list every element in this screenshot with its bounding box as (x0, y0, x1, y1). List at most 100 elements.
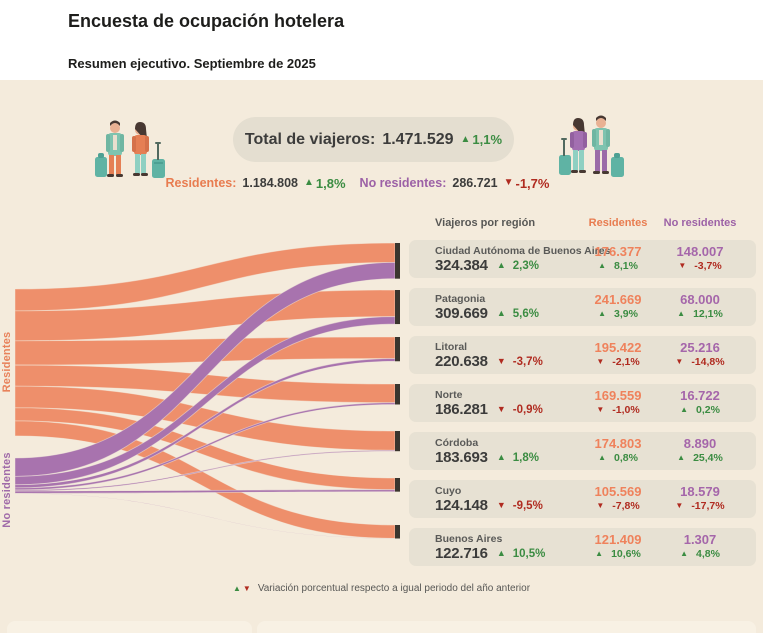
residentes-cell-value: 241.669 (594, 292, 642, 307)
residentes-cell-delta: ▲ 10,6% (595, 548, 641, 560)
residentes-cell-delta: ▼ -7,8% (596, 500, 640, 512)
no-residentes-cell: 8.890 ▲ 25,4% (650, 432, 750, 470)
trend-arrow-icon: ▼ (678, 261, 687, 270)
trend-arrow-icon: ▼ (496, 404, 506, 414)
table-header: Viajeros por región Residentes No reside… (409, 214, 756, 236)
trend-arrow-icon: ▲ (598, 261, 606, 270)
total-delta: ▲ 1,1% (460, 132, 503, 147)
region-name: Litoral (435, 341, 468, 353)
no-residentes-cell: 1.307 ▲ 4,8% (650, 528, 750, 566)
no-residentes-cell-value: 18.579 (680, 484, 720, 499)
column-header-no-residentes: No residentes (663, 217, 737, 229)
residentes-delta: ▲ 1,8% (304, 175, 346, 191)
no-residentes-cell-value: 148.007 (676, 244, 724, 259)
no-residentes-cell-delta: ▼ -17,7% (675, 500, 725, 512)
legend-arrows-icon: ▲ ▼ (232, 584, 251, 593)
trend-arrow-icon: ▼ (675, 357, 684, 366)
region-total: 186.281 (435, 401, 488, 418)
region-total: 122.716 (435, 545, 488, 562)
column-header-region: Viajeros por región (435, 217, 536, 229)
region-total: 309.669 (435, 305, 488, 322)
trend-arrow-icon: ▲ (304, 177, 314, 188)
residentes-cell-value: 105.569 (594, 484, 642, 499)
trend-arrow-icon: ▲ (496, 260, 506, 270)
region-total: 220.638 (435, 353, 488, 370)
trend-arrow-icon: ▼ (503, 177, 514, 188)
trend-arrow-icon: ▼ (496, 500, 506, 510)
region-total-delta: ▲ 5,6% (496, 307, 539, 320)
region-name: Patagonia (435, 293, 486, 305)
table-row: Córdoba 183.693 ▲ 1,8% 174.803 ▲ 0,8% 8.890 ▲ 25,… (409, 432, 756, 470)
region-name: Buenos Aires (435, 533, 503, 545)
no-residentes-cell-delta: ▼ -14,8% (675, 356, 725, 368)
trend-arrow-icon: ▲ (496, 452, 506, 462)
table-row: Cuyo 124.148 ▼ -9,5% 105.569 ▼ -7,8% 18.579 ▼ -17… (409, 480, 756, 518)
region-total: 324.384 (435, 257, 488, 274)
residentes-cell: 241.669 ▲ 3,9% (568, 288, 668, 326)
region-total-delta: ▼ -3,7% (496, 355, 543, 368)
trend-arrow-icon: ▼ (596, 357, 605, 366)
no-residentes-cell: 18.579 ▼ -17,7% (650, 480, 750, 518)
travelers-left-illustration (95, 120, 165, 178)
residentes-cell-delta: ▲ 0,8% (598, 452, 638, 464)
region-name: Córdoba (435, 437, 479, 449)
next-section-card-left (7, 621, 252, 633)
no-residentes-cell-value: 1.307 (683, 532, 717, 547)
residentes-cell-value: 176.377 (594, 244, 642, 259)
trend-arrow-icon: ▼ (675, 501, 684, 510)
trend-arrow-icon: ▲ (598, 453, 606, 462)
no-residentes-cell-delta: ▲ 12,1% (677, 308, 723, 320)
region-name: Ciudad Autónoma de Buenos Aires (435, 245, 611, 257)
trend-arrow-icon: ▲ (595, 549, 604, 558)
table-row: Patagonia 309.669 ▲ 5,6% 241.669 ▲ 3,9% 68.000 ▲… (409, 288, 756, 326)
residentes-cell-value: 174.803 (594, 436, 642, 451)
trend-arrow-icon: ▲ (677, 309, 686, 318)
column-header-residentes: Residentes (588, 217, 648, 229)
total-travelers-pill: Total de viajeros: 1.471.529 ▲ 1,1% (233, 117, 514, 162)
table-row: Ciudad Autónoma de Buenos Aires 324.384 ▲ 2… (409, 240, 756, 278)
trend-arrow-icon: ▼ (596, 501, 605, 510)
no-residentes-cell: 16.722 ▲ 0,2% (650, 384, 750, 422)
trend-arrow-icon: ▲ (598, 309, 606, 318)
travelers-right-illustration (559, 115, 624, 177)
residentes-cell-value: 195.422 (594, 340, 642, 355)
no-residentes-cell-delta: ▲ 0,2% (680, 404, 720, 416)
trend-arrow-icon: ▲ (677, 453, 686, 462)
legend-text: Variación porcentual respecto a igual pe… (257, 583, 531, 594)
trend-arrow-icon: ▼ (596, 405, 605, 414)
trend-arrow-icon: ▲ (496, 308, 506, 318)
trend-arrow-icon: ▲ (496, 548, 506, 558)
region-total-delta: ▲ 2,3% (496, 259, 539, 272)
no-residentes-cell: 68.000 ▲ 12,1% (650, 288, 750, 326)
no-residentes-cell-value: 8.890 (683, 436, 717, 451)
residentes-cell: 195.422 ▼ -2,1% (568, 336, 668, 374)
trend-arrow-icon: ▲ (680, 405, 688, 414)
residentes-cell-value: 169.559 (594, 388, 642, 403)
trend-arrow-icon: ▲ (680, 549, 688, 558)
no-residentes-cell-delta: ▲ 4,8% (680, 548, 720, 560)
total-label: Total de viajeros: (244, 130, 376, 148)
summary-line: Residentes: 1.184.808 ▲ 1,8% No residente… (95, 173, 620, 193)
no-residentes-cell-value: 25.216 (680, 340, 720, 355)
no-residentes-cell: 148.007 ▼ -3,7% (650, 240, 750, 278)
page-title: Encuesta de ocupación hotelera (68, 11, 345, 31)
sankey-source-label-residentes: Residentes (1, 331, 13, 393)
no-residentes-cell: 25.216 ▼ -14,8% (650, 336, 750, 374)
no-residentes-cell-delta: ▲ 25,4% (677, 452, 723, 464)
residentes-cell: 121.409 ▲ 10,6% (568, 528, 668, 566)
no-residentes-cell-value: 16.722 (680, 388, 720, 403)
no-residentes-cell-delta: ▼ -3,7% (678, 260, 722, 272)
residentes-cell-delta: ▼ -2,1% (596, 356, 640, 368)
next-section-card-right (257, 621, 756, 633)
residentes-value: 1.184.808 (242, 176, 298, 190)
region-total-delta: ▼ -9,5% (496, 499, 543, 512)
table-row: Litoral 220.638 ▼ -3,7% 195.422 ▼ -2,1% 25.216 ▼… (409, 336, 756, 374)
residentes-cell-delta: ▲ 3,9% (598, 308, 638, 320)
no-residentes-label: No residentes: (359, 176, 447, 190)
residentes-cell-value: 121.409 (594, 532, 642, 547)
total-value: 1.471.529 (382, 130, 454, 148)
region-total: 183.693 (435, 449, 488, 466)
page-subtitle: Resumen ejecutivo. Septiembre de 2025 (68, 56, 316, 71)
region-total-delta: ▲ 1,8% (496, 451, 539, 464)
